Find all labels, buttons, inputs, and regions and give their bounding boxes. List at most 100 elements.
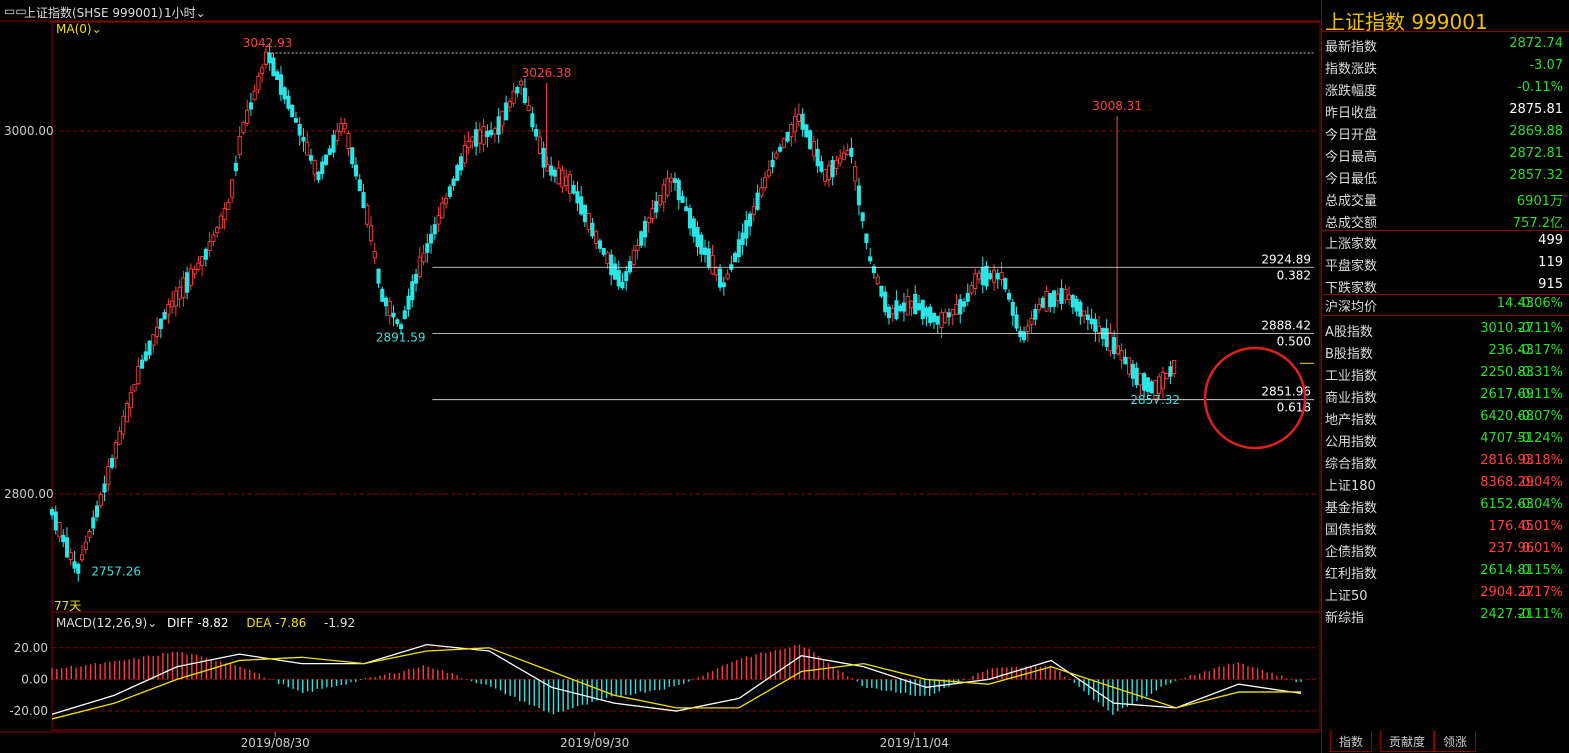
candle-body xyxy=(1130,363,1135,379)
breadth-row[interactable]: 平盘家数 119 xyxy=(1322,252,1565,274)
index-row[interactable]: A股指数 3010.27 -0.11% xyxy=(1322,318,1565,340)
candle-body xyxy=(417,256,422,278)
index-row[interactable]: 基金指数 6152.63 -0.04% xyxy=(1322,494,1565,516)
candle xyxy=(582,204,587,227)
index-row[interactable]: 国债指数 176.45 0.01% xyxy=(1322,516,1565,538)
candle-body xyxy=(188,268,193,286)
ma-selector[interactable]: MA(0)⌄ xyxy=(56,22,102,36)
candle xyxy=(770,151,775,174)
days-label: 77天 xyxy=(54,599,82,613)
row-label: 沪深均价 xyxy=(1325,300,1378,315)
candle-body xyxy=(928,306,933,324)
candle xyxy=(496,108,501,144)
y-tick-label: 2800.00 xyxy=(4,487,54,501)
symbol-label[interactable]: 上证指数(SHSE 999001) xyxy=(24,6,163,20)
tab-contribution[interactable]: 贡献度 xyxy=(1380,731,1435,752)
quote-row[interactable]: 总成交额 757.2亿 xyxy=(1322,209,1565,231)
candle-body xyxy=(151,334,156,346)
candle-body xyxy=(871,266,876,274)
candle-body xyxy=(886,306,891,319)
candle xyxy=(121,409,126,440)
candle-body xyxy=(522,87,527,104)
candle xyxy=(665,169,670,198)
tab-leaders[interactable]: 领涨 xyxy=(1434,731,1477,752)
index-row[interactable]: 公用指数 4707.51 -0.24% xyxy=(1322,428,1565,450)
candle xyxy=(537,129,542,155)
period-selector[interactable]: 1小时⌄ xyxy=(164,4,206,21)
row-value: 2250.83 xyxy=(1480,365,1534,380)
candle-body xyxy=(1168,366,1173,377)
candle xyxy=(635,238,640,260)
candle xyxy=(943,308,948,325)
candle-body xyxy=(823,169,828,182)
candle-body xyxy=(856,185,861,206)
candle xyxy=(117,426,122,446)
price-chart[interactable]: 3000.00 2800.00 20.00 0.00 -20.00 2019/08/30 2… xyxy=(0,0,1321,753)
row-value: 14.43 xyxy=(1496,296,1534,311)
row-label: 今日开盘 xyxy=(1325,128,1378,143)
candle xyxy=(931,312,937,330)
candle xyxy=(935,315,940,334)
candle-body xyxy=(916,303,922,311)
candle-body xyxy=(391,312,396,318)
candle xyxy=(995,268,1000,289)
quote-row[interactable]: 最新指数 2872.74 xyxy=(1322,33,1565,55)
candle xyxy=(380,286,385,302)
candle-body xyxy=(507,101,512,108)
candle xyxy=(778,143,783,153)
index-row[interactable]: 商业指数 2617.69 -0.11% xyxy=(1322,384,1565,406)
candle xyxy=(474,121,479,156)
quote-row[interactable]: 今日最高 2872.81 xyxy=(1322,143,1565,165)
candle-body xyxy=(834,160,839,169)
macd-header: MACD(12,26,9)⌄ DIFF -8.82 DEA -7.86 -1.9… xyxy=(56,616,355,632)
candle xyxy=(928,303,933,327)
quote-row[interactable]: 指数涨跌 -3.07 xyxy=(1322,55,1565,77)
candle-body xyxy=(969,285,974,294)
row-value: 237.96 xyxy=(1488,541,1535,556)
macd-value: -1.92 xyxy=(324,616,356,630)
candle-body xyxy=(537,136,542,155)
candle-body xyxy=(946,312,952,318)
candle xyxy=(849,137,854,164)
candle xyxy=(481,118,486,152)
list-icon[interactable]: ▭▭ xyxy=(4,4,27,18)
index-row[interactable]: 上证50 2904.27 0.17% xyxy=(1322,582,1565,604)
index-row[interactable]: 综合指数 2816.93 0.18% xyxy=(1322,450,1565,472)
candle-body xyxy=(1134,367,1139,385)
candle xyxy=(196,255,201,272)
index-row[interactable]: B股指数 236.43 -0.17% xyxy=(1322,340,1565,362)
index-row[interactable]: 红利指数 2614.81 -0.15% xyxy=(1322,560,1565,582)
row-label: 地产指数 xyxy=(1325,413,1378,428)
quote-row[interactable]: 今日开盘 2869.88 xyxy=(1322,121,1565,143)
candle-body xyxy=(192,268,197,275)
row-label: 总成交量 xyxy=(1325,194,1378,209)
index-row[interactable]: 地产指数 6420.68 -0.07% xyxy=(1322,406,1565,428)
breadth-row[interactable]: 下跌家数 915 xyxy=(1322,274,1565,296)
quote-row[interactable]: 昨日收盘 2875.81 xyxy=(1322,99,1565,121)
candle-body xyxy=(323,154,329,165)
index-row[interactable]: 新综指 2427.21 -0.11% xyxy=(1322,604,1565,626)
row-label: 上涨家数 xyxy=(1325,237,1378,252)
candle-body xyxy=(462,144,467,164)
candle-body xyxy=(481,125,486,145)
index-row[interactable]: 上证180 8368.29 0.04% xyxy=(1322,472,1565,494)
quote-row[interactable]: 今日最低 2857.32 xyxy=(1322,165,1565,187)
macd-selector[interactable]: MACD(12,26,9)⌄ xyxy=(56,616,157,630)
index-row[interactable]: 企债指数 237.96 0.01% xyxy=(1322,538,1565,560)
candle xyxy=(1025,319,1030,342)
candle xyxy=(575,181,580,211)
candle xyxy=(346,131,351,157)
row-change: -0.24% xyxy=(1517,431,1563,446)
row-change: -0.31% xyxy=(1517,365,1563,380)
index-row[interactable]: 工业指数 2250.83 -0.31% xyxy=(1322,362,1565,384)
candle xyxy=(1157,373,1162,400)
row-value: 499 xyxy=(1538,233,1563,248)
avg-row[interactable]: 沪深均价 14.43 -0.06% xyxy=(1322,293,1565,315)
quote-row[interactable]: 总成交量 6901万 xyxy=(1322,187,1565,209)
tab-index[interactable]: 指数 xyxy=(1330,731,1373,752)
candle xyxy=(132,383,137,392)
breadth-row[interactable]: 上涨家数 499 xyxy=(1322,230,1565,252)
quote-row[interactable]: 涨跌幅度 -0.11% xyxy=(1322,77,1565,99)
candle xyxy=(545,156,550,172)
candle-body xyxy=(530,113,535,128)
